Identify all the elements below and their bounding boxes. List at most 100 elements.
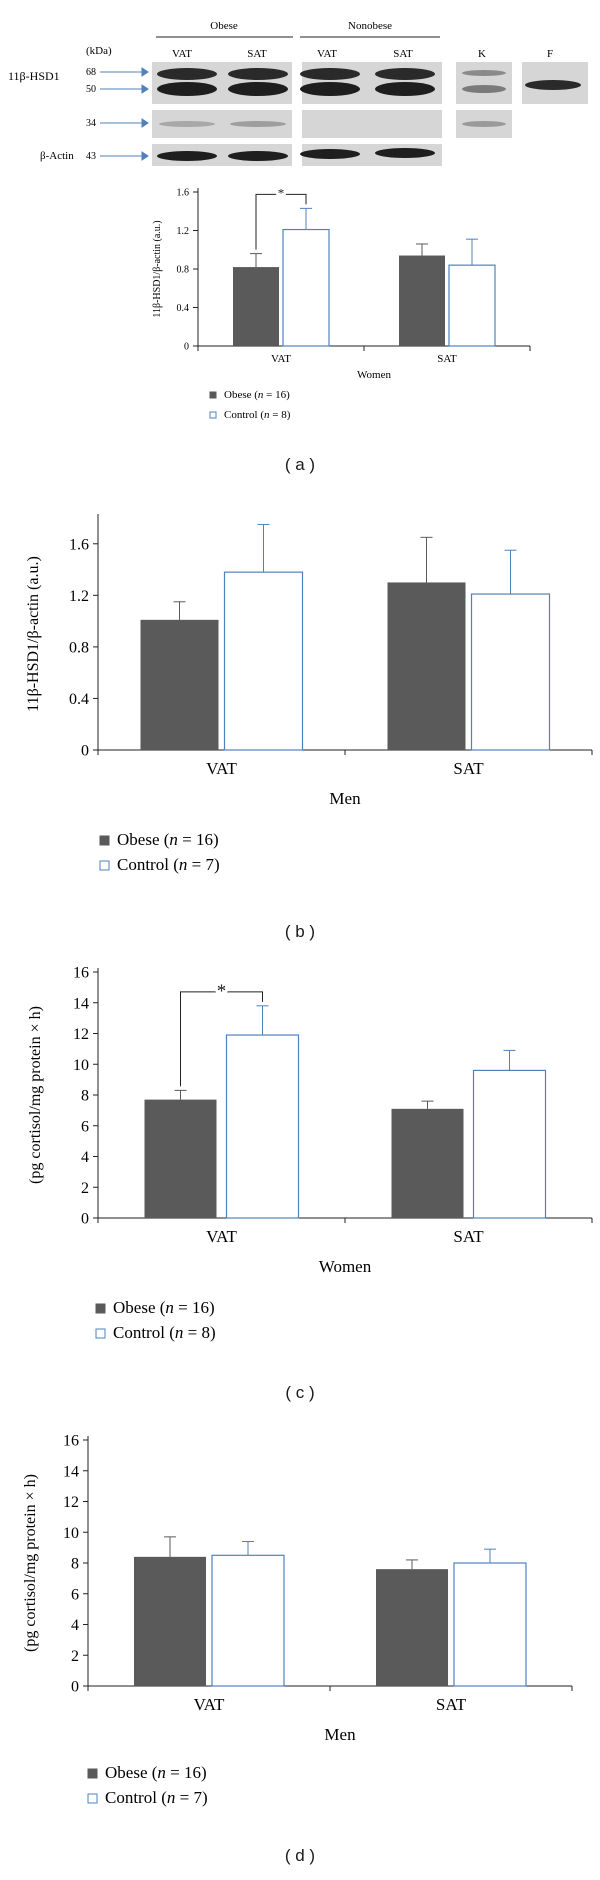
bar-control-vat — [225, 1034, 300, 1219]
lane-label: SAT — [393, 48, 413, 60]
panel-label-a: ( a ) — [284, 455, 316, 474]
y-tick-label: 1.2 — [69, 588, 89, 605]
y-tick-label: 2 — [71, 1648, 79, 1665]
bar-obese-vat — [144, 1099, 217, 1218]
actin-label: β-Actin — [40, 150, 74, 162]
x-tick-label: VAT — [206, 759, 237, 778]
y-tick-label: 10 — [63, 1525, 79, 1542]
bar-control-sat — [453, 1562, 527, 1687]
bar-obese-vat — [140, 619, 219, 750]
protein-label: 11β-HSD1 — [8, 69, 60, 83]
marker-43: 43 — [86, 151, 96, 162]
bar-control-sat — [472, 1069, 547, 1219]
y-tick-label: 0.4 — [69, 691, 89, 708]
significance-star: * — [278, 186, 285, 201]
legend-label-control: Control (n = 7) — [105, 1788, 208, 1807]
x-tick-label: VAT — [194, 1695, 225, 1714]
x-tick-label: SAT — [453, 759, 484, 778]
y-tick-label: 14 — [63, 1463, 79, 1480]
legend-label-control: Control (n = 8) — [224, 409, 291, 421]
bar-control-vat — [223, 571, 304, 751]
y-tick-label: 1.6 — [69, 536, 89, 553]
x-axis-title: Women — [357, 369, 391, 381]
y-axis-title: 11β-HSD1/β-actin (a.u.) — [152, 220, 163, 317]
y-tick-label: 8 — [71, 1556, 79, 1573]
chart-b: 0 0.4 0.8 1.2 1.6 VAT SAT Men 11β-HSD1/β-actin (… — [25, 514, 593, 874]
western-blot-figure: Obese Nonobese VAT SAT VAT SAT K F (kDa)… — [8, 20, 588, 166]
group-header-nonobese: Nonobese — [348, 20, 392, 32]
legend-label-obese: Obese (n = 16) — [117, 830, 219, 849]
chart-b-panel: 0 0.4 0.8 1.2 1.6 VAT SAT Men 11β-HSD1/β-actin (… — [0, 500, 600, 920]
lane-label: SAT — [247, 48, 267, 60]
legend-swatch-control — [87, 1793, 98, 1804]
y-tick-label: 0 — [81, 1211, 89, 1228]
y-tick-label: 0.8 — [177, 265, 190, 276]
legend-swatch-control — [99, 860, 110, 871]
y-axis-title: (pg cortisol/mg protein × h) — [27, 1006, 44, 1184]
legend-swatch-control — [95, 1328, 106, 1339]
x-tick-label: SAT — [436, 1695, 467, 1714]
bar-control-sat — [448, 264, 496, 347]
bar-obese-sat — [399, 255, 445, 346]
bar-control-sat — [470, 593, 551, 751]
kda-label: (kDa) — [86, 45, 112, 57]
y-tick-label: 4 — [71, 1617, 79, 1634]
significance-bracket — [180, 991, 263, 1087]
panel-label-c: ( c ) — [285, 1383, 315, 1402]
marker-arrows — [100, 67, 149, 161]
group-header-obese: Obese — [210, 20, 238, 32]
y-tick-label: 16 — [73, 965, 89, 982]
legend-swatch-obese — [209, 391, 217, 399]
lane-label: VAT — [317, 48, 337, 60]
blot-row-actin — [152, 144, 442, 166]
y-tick-label: 0 — [81, 743, 89, 760]
chart-d-panel: 0 2 4 6 8 10 12 14 16 VAT SAT Men (pg cortisol/mg pr… — [0, 1418, 600, 1828]
marker-50: 50 — [86, 84, 96, 95]
legend-label-obese: Obese (n = 16) — [113, 1298, 215, 1317]
bar-obese-vat — [134, 1556, 206, 1686]
bar-obese-sat — [391, 1108, 464, 1218]
legend-swatch-control — [209, 411, 217, 419]
y-tick-label: 6 — [71, 1586, 79, 1603]
legend-swatch-obese — [87, 1768, 98, 1779]
legend-swatch-obese — [99, 835, 110, 846]
chart-a-panel: 0 0.4 0.8 1.2 1.6 VAT SAT * Women 11β-HSD1/β-acti… — [0, 170, 600, 450]
y-tick-label: 16 — [63, 1433, 79, 1450]
y-tick-label: 6 — [81, 1118, 89, 1135]
y-tick-label: 1.2 — [177, 226, 190, 237]
panel-label-d: ( d ) — [284, 1846, 316, 1865]
bar-control-vat — [211, 1554, 285, 1687]
x-tick-label: VAT — [206, 1227, 237, 1246]
lane-label: K — [478, 48, 486, 60]
y-tick-label: 10 — [73, 1057, 89, 1074]
legend-swatch-obese — [95, 1303, 106, 1314]
x-tick-label: VAT — [271, 353, 291, 365]
bar-control-vat — [282, 228, 330, 347]
y-tick-label: 8 — [81, 1088, 89, 1105]
bar-obese-sat — [376, 1569, 448, 1686]
significance-star: * — [217, 981, 227, 1002]
y-axis-title: (pg cortisol/mg protein × h) — [22, 1474, 39, 1652]
legend-label-control: Control (n = 8) — [113, 1323, 216, 1342]
marker-68: 68 — [86, 67, 96, 78]
marker-34: 34 — [86, 118, 96, 129]
y-tick-label: 0 — [184, 342, 189, 353]
y-tick-label: 2 — [81, 1180, 89, 1197]
y-tick-label: 4 — [81, 1149, 89, 1166]
chart-a: 0 0.4 0.8 1.2 1.6 VAT SAT * Women 11β-HSD1/β-acti… — [152, 183, 531, 421]
western-blot-panel: Obese Nonobese VAT SAT VAT SAT K F (kDa)… — [0, 0, 600, 170]
y-tick-label: 0.4 — [177, 303, 190, 314]
x-tick-label: SAT — [453, 1227, 484, 1246]
panel-label-b: ( b ) — [284, 922, 316, 941]
bar-obese-sat — [387, 582, 466, 750]
y-axis-title: 11β-HSD1/β-actin (a.u.) — [25, 556, 42, 712]
y-tick-label: 12 — [73, 1026, 89, 1043]
x-axis-title: Men — [329, 789, 361, 808]
bar-obese-vat — [233, 267, 279, 346]
y-tick-label: 1.6 — [177, 188, 190, 199]
blot-row-hsd1 — [152, 62, 588, 104]
y-tick-label: 0 — [71, 1679, 79, 1696]
significance-bracket — [255, 193, 307, 250]
x-axis-title: Women — [319, 1257, 372, 1276]
blot-row-34kda — [152, 110, 512, 138]
